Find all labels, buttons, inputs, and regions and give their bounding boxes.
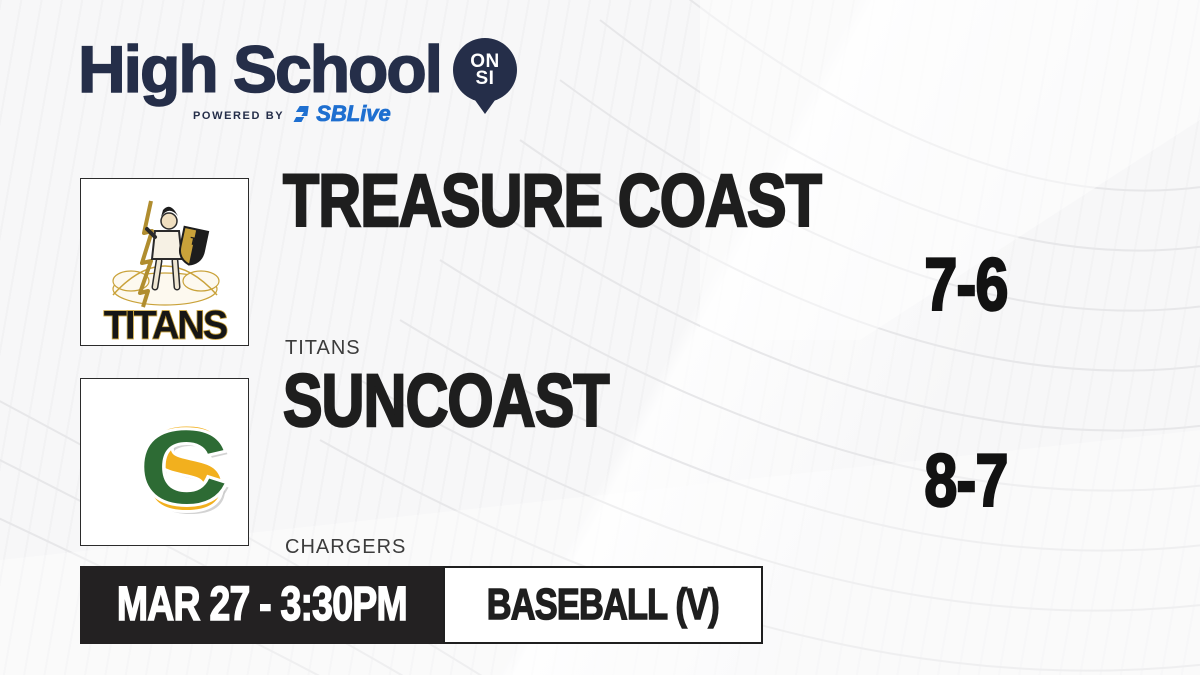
game-datetime-bar: MAR 27 - 3:30PM (80, 566, 443, 644)
away-team-name: TREASURE COAST (282, 159, 823, 242)
powered-by-label: POWERED BY (193, 109, 285, 122)
home-team-record: 8-7 (923, 439, 1009, 522)
suncoast-logo-letter-s: S (147, 403, 226, 535)
on-si-pin-badge: ON SI (452, 38, 517, 114)
sblive-icon (293, 106, 309, 122)
titans-logo-image: T TITANS (102, 200, 230, 341)
sblive-logo: SBLive (293, 101, 391, 127)
badge-line-on: ON (470, 51, 500, 72)
suncoast-logo-image: C S S C (136, 400, 232, 539)
on-si-pin-circle: ON SI (452, 38, 517, 102)
header: High School ON SI (77, 32, 517, 114)
powered-by-row: POWERED BY SBLive (193, 101, 391, 127)
away-team-logo-box: T TITANS (80, 178, 249, 346)
sblive-wordmark: SBLive (316, 101, 391, 127)
titans-logo-word: TITANS (103, 304, 226, 341)
svg-text:T: T (188, 235, 197, 248)
svg-text:S: S (151, 407, 230, 539)
pin-tip-shape (471, 96, 498, 114)
game-sport-bar: BASEBALL (V) (443, 566, 763, 644)
game-sport-text: BASEBALL (V) (486, 580, 720, 629)
home-team-mascot: CHARGERS (285, 536, 407, 558)
home-team-logo-box: C S S C (80, 378, 249, 546)
away-team-record: 7-6 (923, 243, 1009, 326)
suncoast-logo-letter-c: C (139, 410, 228, 526)
svg-text:C: C (143, 414, 232, 530)
home-team-name: SUNCOAST (282, 359, 611, 442)
brand-wordmark: High School (77, 32, 443, 106)
game-datetime-text: MAR 27 - 3:30PM (116, 578, 408, 631)
away-team-mascot: TITANS (285, 337, 361, 359)
badge-line-si: SI (475, 68, 495, 89)
